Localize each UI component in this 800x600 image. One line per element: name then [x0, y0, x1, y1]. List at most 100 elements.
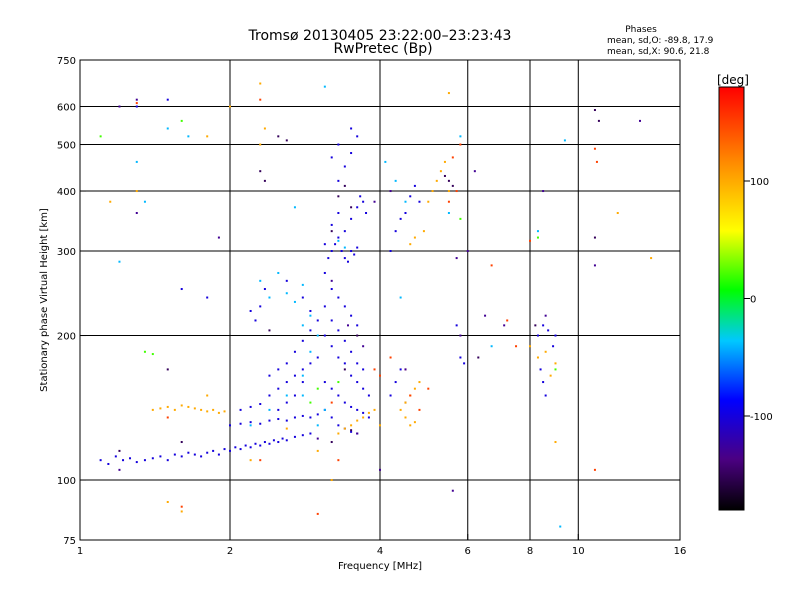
- y-tick-label: 100: [57, 476, 76, 487]
- data-point: [447, 200, 450, 203]
- data-point: [337, 236, 340, 239]
- data-point: [459, 135, 462, 138]
- colorbar-tick-label: 100: [750, 177, 769, 188]
- data-point: [293, 416, 296, 419]
- data-point: [593, 468, 596, 471]
- data-point: [277, 408, 280, 411]
- data-point: [200, 455, 203, 458]
- data-point: [263, 127, 266, 130]
- data-point: [343, 427, 346, 430]
- data-point: [536, 356, 539, 359]
- data-point: [427, 387, 430, 390]
- data-point: [301, 368, 304, 371]
- data-point: [389, 250, 392, 253]
- data-point: [135, 102, 138, 105]
- data-point: [539, 368, 542, 371]
- y-tick-label: 600: [57, 103, 76, 114]
- data-point: [109, 200, 112, 203]
- data-point: [259, 444, 262, 447]
- data-point: [316, 437, 319, 440]
- data-point: [301, 296, 304, 299]
- data-point: [447, 92, 450, 95]
- data-point: [356, 419, 359, 422]
- data-point: [114, 455, 117, 458]
- data-point: [337, 459, 340, 462]
- data-point: [529, 345, 531, 348]
- data-point: [277, 418, 280, 421]
- data-point: [143, 459, 146, 462]
- data-point: [268, 408, 271, 411]
- data-point: [356, 381, 359, 384]
- data-point: [350, 430, 353, 433]
- data-point: [301, 374, 304, 377]
- x-axis-label: Frequency [MHz]: [338, 561, 422, 572]
- phase-stats-o: mean, sd,O: -89.8, 17.9: [607, 36, 714, 46]
- data-point: [536, 334, 539, 337]
- data-point: [544, 394, 547, 397]
- data-point: [285, 139, 288, 142]
- data-point: [547, 329, 550, 332]
- data-point: [466, 250, 469, 253]
- data-point: [277, 441, 280, 444]
- data-point: [529, 239, 531, 242]
- data-point: [554, 441, 557, 444]
- data-point: [593, 236, 596, 239]
- data-point: [180, 455, 183, 458]
- data-point: [249, 421, 252, 424]
- data-point: [379, 468, 381, 471]
- data-point: [173, 453, 176, 456]
- data-point: [346, 260, 349, 263]
- data-point: [143, 350, 146, 353]
- data-point: [399, 217, 402, 220]
- data-point: [293, 394, 296, 397]
- data-point: [413, 421, 416, 424]
- data-point: [135, 105, 138, 108]
- data-point: [534, 324, 537, 327]
- data-point: [356, 334, 359, 337]
- data-point: [359, 195, 362, 198]
- data-point: [330, 223, 333, 226]
- data-point: [259, 82, 262, 85]
- data-point: [151, 408, 154, 411]
- data-point: [451, 156, 454, 159]
- data-point: [350, 424, 353, 427]
- data-point: [166, 416, 169, 419]
- x-tick-label: 1: [77, 546, 83, 557]
- data-point: [350, 217, 353, 220]
- data-point: [259, 305, 262, 308]
- data-point: [323, 381, 326, 384]
- data-point: [593, 109, 596, 112]
- data-point: [639, 119, 642, 122]
- data-point: [268, 374, 271, 377]
- data-point: [234, 446, 237, 449]
- y-tick-label: 200: [57, 332, 76, 343]
- data-point: [536, 230, 539, 233]
- data-point: [337, 424, 340, 427]
- data-point: [356, 362, 359, 365]
- data-point: [330, 441, 333, 444]
- data-point: [413, 184, 416, 187]
- data-point: [293, 300, 296, 303]
- data-point: [309, 329, 312, 332]
- data-point: [337, 296, 340, 299]
- data-point: [285, 362, 288, 365]
- data-point: [277, 271, 280, 274]
- data-point: [337, 432, 340, 435]
- data-point: [503, 324, 506, 327]
- data-point: [166, 368, 169, 371]
- data-point: [263, 441, 266, 444]
- data-point: [350, 350, 353, 353]
- data-point: [490, 264, 493, 267]
- data-point: [118, 468, 121, 471]
- data-point: [187, 135, 190, 138]
- data-point: [166, 405, 169, 408]
- data-point: [281, 437, 284, 440]
- data-point: [268, 442, 271, 445]
- data-point: [350, 429, 353, 432]
- data-point: [343, 230, 346, 233]
- data-point: [356, 206, 359, 209]
- data-point: [118, 260, 121, 263]
- data-point: [187, 451, 190, 454]
- data-point: [389, 190, 392, 193]
- data-point: [212, 449, 215, 452]
